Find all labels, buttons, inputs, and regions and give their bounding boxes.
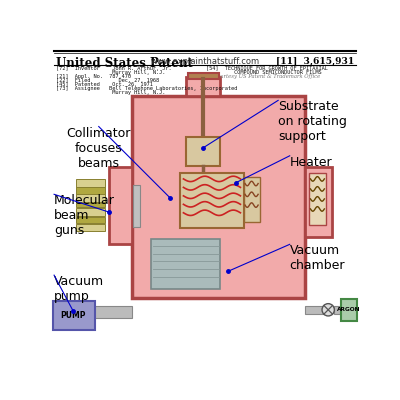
Text: United States Patent: United States Patent (56, 57, 192, 70)
Bar (76, 217, 105, 223)
Bar (76, 224, 105, 231)
Bar (180, 173, 244, 228)
Bar (244, 177, 260, 222)
Text: [72]  Inventor    John R. Arthur, Jr.           [54]  TECHNIQUE FOR GROWTH OF EP: [72] Inventor John R. Arthur, Jr. [54] T… (56, 66, 328, 72)
Text: Vacuum
pump: Vacuum pump (54, 275, 104, 303)
Bar (76, 187, 105, 194)
Text: [45]  Patented    Oct. 26, 1971: [45] Patented Oct. 26, 1971 (56, 82, 152, 87)
Bar (305, 167, 332, 237)
Bar (186, 77, 220, 96)
Text: Heater: Heater (290, 156, 332, 169)
Bar (76, 179, 105, 186)
Bar (109, 167, 132, 244)
Bar (52, 300, 95, 330)
Text: [11]  3,615,931: [11] 3,615,931 (276, 57, 354, 66)
Bar (78, 306, 132, 318)
Text: [21]  Appl. No.  787,470: [21] Appl. No. 787,470 (56, 74, 131, 79)
Text: Molecular
beam
guns: Molecular beam guns (54, 194, 115, 237)
Bar (305, 306, 327, 314)
Bar (340, 299, 358, 320)
Circle shape (322, 304, 334, 316)
Bar (76, 208, 105, 216)
Text: Vacuum
chamber: Vacuum chamber (290, 244, 345, 272)
Text: www.explainthatstuff.com: www.explainthatstuff.com (150, 57, 260, 66)
Bar (334, 306, 342, 314)
Text: Substrate
on rotating
support: Substrate on rotating support (278, 100, 347, 143)
Text: ARGON: ARGON (337, 307, 361, 312)
Text: Murray Hill, N.J.: Murray Hill, N.J. (56, 90, 165, 94)
Text: Courtesy US Patent & Trademark Office: Courtesy US Patent & Trademark Office (213, 74, 320, 79)
Text: PUMP: PUMP (60, 311, 86, 320)
Bar (186, 136, 220, 166)
Bar (133, 185, 140, 228)
Bar (76, 194, 105, 202)
Bar (188, 73, 219, 79)
Text: Collimator
focuses
beams: Collimator focuses beams (66, 126, 131, 170)
Bar (309, 173, 326, 225)
Text: Murray Hill, N.J.                      COMPOUND SEMICONDUCTOR FILMS: Murray Hill, N.J. COMPOUND SEMICONDUCTOR… (56, 70, 321, 75)
Bar (76, 203, 105, 207)
Text: [73]  Assignee   Bell Telephone Laboratories, Incorporated: [73] Assignee Bell Telephone Laboratorie… (56, 86, 237, 91)
Text: [22]  Filed         Dec. 27, 1968: [22] Filed Dec. 27, 1968 (56, 78, 159, 83)
Bar (132, 96, 305, 298)
Bar (151, 239, 220, 289)
